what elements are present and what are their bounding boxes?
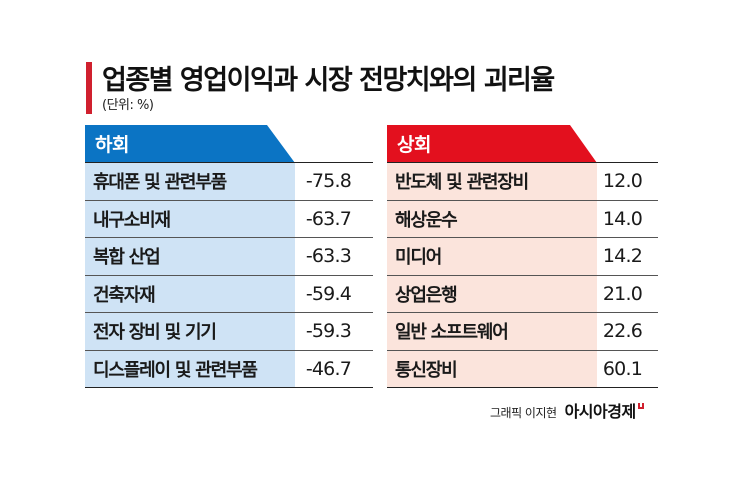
table-row: 상업은행 21.0 (387, 275, 658, 313)
table-row: 미디어 14.2 (387, 238, 658, 276)
row-value: 60.1 (602, 357, 643, 380)
row-value: -63.7 (305, 207, 352, 230)
below-table: 하회 휴대폰 및 관련부품 -75.8 내구소비재 -63.7 복합 산업 -6… (85, 125, 373, 388)
row-value: 14.2 (602, 245, 643, 268)
row-value: -63.3 (305, 245, 352, 268)
unit-label: (단위: %) (102, 98, 154, 113)
table-row: 디스플레이 및 관련부품 -46.7 (85, 350, 373, 388)
row-label: 디스플레이 및 관련부품 (85, 350, 295, 387)
credit-line: 그래픽 이지현 아시아경제 (490, 398, 644, 422)
table-row: 복합 산업 -63.3 (85, 238, 373, 276)
title-accent-bar (86, 62, 92, 114)
row-value: 12.0 (602, 170, 643, 193)
row-label: 통신장비 (387, 350, 597, 387)
row-value: 21.0 (602, 282, 643, 305)
row-label: 복합 산업 (85, 238, 295, 275)
table-row: 통신장비 60.1 (387, 350, 658, 388)
row-label: 내구소비재 (85, 200, 295, 237)
below-table-header: 하회 (85, 125, 373, 163)
row-label: 일반 소프트웨어 (387, 313, 597, 350)
below-rows: 휴대폰 및 관련부품 -75.8 내구소비재 -63.7 복합 산업 -63.3… (85, 163, 373, 388)
chart-title: 업종별 영업이익과 시장 전망치와의 괴리율 (102, 65, 555, 96)
table-row: 내구소비재 -63.7 (85, 200, 373, 238)
table-row: 건축자재 -59.4 (85, 275, 373, 313)
row-label: 건축자재 (85, 275, 295, 312)
row-label: 전자 장비 및 기기 (85, 313, 295, 350)
row-value: 14.0 (602, 207, 643, 230)
above-rows: 반도체 및 관련장비 12.0 해상운수 14.0 미디어 14.2 상업은행 … (387, 163, 658, 388)
row-value: 22.6 (602, 320, 643, 343)
header-divider (387, 161, 658, 163)
below-tab-shape (85, 125, 295, 163)
row-label: 상업은행 (387, 275, 597, 312)
table-row: 전자 장비 및 기기 -59.3 (85, 313, 373, 351)
table-row: 반도체 및 관련장비 12.0 (387, 163, 658, 201)
row-value: -75.8 (305, 170, 352, 193)
above-tab-label: 상회 (397, 134, 431, 156)
header-divider (85, 161, 373, 163)
below-tab-label: 하회 (95, 134, 129, 156)
above-table: 상회 반도체 및 관련장비 12.0 해상운수 14.0 미디어 14.2 상업… (387, 125, 658, 388)
row-label: 해상운수 (387, 200, 597, 237)
publisher-logo: 아시아경제 (564, 402, 637, 421)
row-label: 반도체 및 관련장비 (387, 163, 597, 200)
row-label: 휴대폰 및 관련부품 (85, 163, 295, 200)
row-label: 미디어 (387, 238, 597, 275)
table-row: 휴대폰 및 관련부품 -75.8 (85, 163, 373, 201)
row-value: -46.7 (305, 357, 352, 380)
graphic-credit: 그래픽 이지현 (490, 406, 557, 420)
above-table-header: 상회 (387, 125, 658, 163)
table-row: 일반 소프트웨어 22.6 (387, 313, 658, 351)
above-tab-shape (387, 125, 597, 163)
row-value: -59.3 (305, 320, 352, 343)
logo-mark-icon (637, 403, 644, 409)
table-row: 해상운수 14.0 (387, 200, 658, 238)
row-value: -59.4 (305, 282, 352, 305)
